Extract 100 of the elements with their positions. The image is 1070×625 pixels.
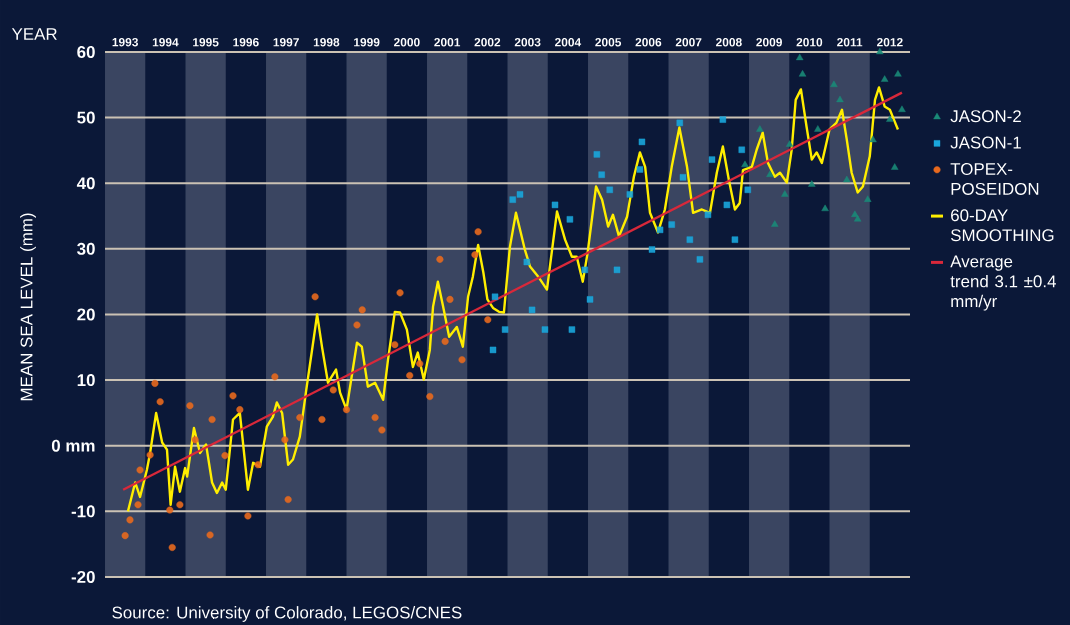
point [441, 337, 449, 345]
point [598, 171, 605, 178]
point [446, 295, 454, 303]
point [221, 451, 229, 459]
y-tick-label: 20 [77, 308, 95, 321]
point [719, 116, 727, 123]
point [358, 306, 366, 314]
point [626, 191, 634, 198]
point [613, 266, 621, 273]
point [676, 119, 683, 126]
point [311, 293, 319, 301]
x-tick-label: 1998 [313, 37, 340, 47]
point [854, 215, 862, 222]
point [796, 53, 804, 60]
point [371, 413, 379, 421]
point [168, 543, 176, 551]
point [741, 160, 749, 167]
y-tick-label: 10 [77, 374, 95, 387]
point [378, 426, 386, 434]
x-tick-label: 2003 [514, 37, 541, 47]
point [738, 146, 745, 153]
point [731, 236, 739, 243]
point [229, 392, 237, 400]
point [516, 191, 524, 198]
point [151, 379, 159, 387]
point [136, 466, 144, 474]
point [708, 156, 716, 163]
point [894, 70, 902, 77]
point [501, 326, 509, 333]
x-tick-label: 2000 [394, 37, 420, 47]
point [851, 210, 859, 217]
x-tick-label: 1994 [152, 37, 179, 47]
point [134, 501, 142, 509]
legend-label: TOPEX-POSEIDON [950, 162, 1039, 195]
point [318, 415, 326, 423]
point [281, 436, 289, 444]
point [821, 204, 829, 211]
point [523, 258, 531, 266]
point [236, 406, 244, 414]
point [886, 115, 894, 122]
point [808, 180, 816, 187]
point [296, 413, 304, 421]
point [566, 216, 574, 223]
point [126, 516, 134, 524]
point [541, 326, 549, 333]
point [156, 398, 164, 406]
point [581, 266, 588, 273]
point [723, 201, 731, 208]
y-tick-label: 40 [76, 177, 95, 190]
point [830, 80, 838, 87]
x-tick-label: 2006 [635, 37, 662, 47]
point [491, 293, 499, 300]
point [648, 246, 656, 253]
y-tick-label: 30 [77, 242, 95, 255]
y-tick-label: 50 [77, 111, 95, 124]
point [771, 220, 779, 227]
point [891, 163, 899, 170]
point [343, 406, 351, 414]
point [798, 70, 807, 77]
point [271, 373, 279, 381]
point [471, 251, 479, 259]
point [244, 512, 252, 520]
point [191, 436, 199, 444]
point [208, 415, 216, 423]
x-tick-label: 1997 [273, 37, 299, 47]
x-axis-title: YEAR [11, 28, 57, 40]
point [396, 289, 404, 297]
y-tick-label: -10 [71, 505, 95, 518]
x-tick-label: 2009 [756, 37, 782, 47]
point [704, 211, 712, 218]
point [836, 95, 844, 102]
y-axis-title: MEAN SEA LEVEL (mm) [20, 213, 36, 401]
point [436, 255, 444, 263]
point [568, 326, 576, 333]
point [593, 151, 601, 158]
point [876, 47, 884, 55]
legend-label: JASON-1 [950, 136, 1021, 149]
point [880, 75, 889, 82]
x-tick-label: 2010 [796, 37, 823, 47]
x-tick-label: 1999 [354, 37, 380, 47]
point [146, 451, 154, 459]
legend-label: JASON-2 [950, 110, 1021, 123]
point [166, 506, 174, 514]
x-tick-label: 2004 [555, 37, 582, 47]
point [686, 236, 694, 243]
point [586, 296, 594, 303]
point [766, 170, 774, 177]
point [458, 356, 466, 364]
point [391, 341, 399, 349]
x-tick-label: 2005 [595, 37, 622, 47]
y-tick-label: 0 mm [51, 439, 95, 452]
point [898, 105, 906, 112]
point [284, 495, 292, 503]
y-tick-label: 60 [77, 45, 95, 58]
x-tick-label: 2012 [877, 37, 903, 47]
point [416, 360, 424, 368]
point [656, 226, 664, 233]
x-tick-label: 2002 [474, 37, 501, 47]
point [121, 532, 129, 540]
point [474, 228, 482, 236]
